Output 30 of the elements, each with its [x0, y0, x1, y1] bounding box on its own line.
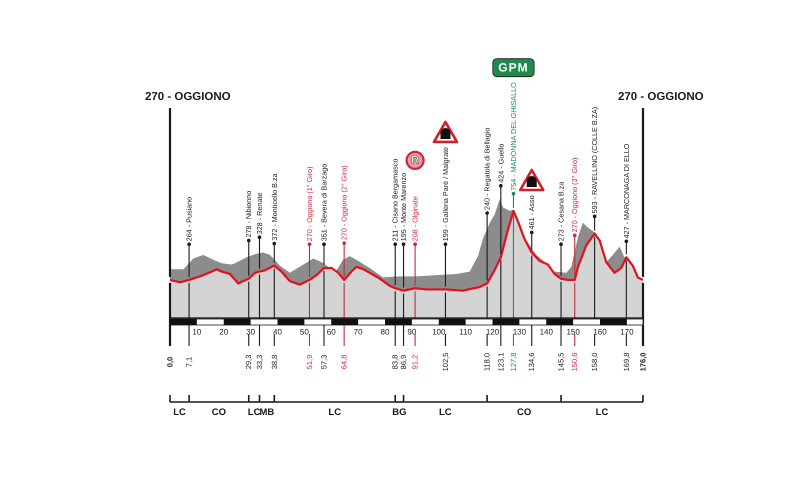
x-tick-label: 20 [219, 328, 229, 337]
x-tick-label: 170 [620, 328, 634, 337]
x-tick-label: 10 [192, 328, 202, 337]
x-tick-label: 120 [486, 328, 500, 337]
text: LC [173, 407, 186, 418]
ref-line-label: 270 - OGGIONO [145, 91, 231, 103]
x-tick-label: 110 [459, 328, 473, 337]
x-tick-label: 40 [273, 328, 282, 337]
x-tick-label: 160 [593, 328, 608, 337]
label-badge: GPM [492, 58, 535, 78]
text: BG [392, 407, 407, 418]
ref-line-label: 270 - OGGIONO [618, 91, 704, 103]
x-tick-label: 70 [354, 328, 364, 337]
x-tick-label: 150 [566, 328, 580, 337]
x-tick-label: 90 [407, 328, 417, 337]
x-tick-label: 100 [432, 328, 446, 337]
x-tick-label: 60 [326, 328, 336, 337]
text: LC [596, 407, 608, 418]
text: LC [248, 407, 261, 418]
text: CO [516, 407, 532, 418]
x-tick-label: 80 [380, 328, 390, 337]
text: LC [439, 407, 452, 418]
x-tick-label: 140 [540, 328, 554, 337]
text: LC [328, 407, 342, 418]
text: CO [212, 407, 226, 418]
x-tick-label: 30 [246, 328, 256, 337]
x-tick-label: 130 [512, 328, 527, 337]
circle-badge: R [406, 150, 425, 170]
text: MB [259, 407, 274, 418]
x-tick-label: 50 [300, 328, 310, 337]
